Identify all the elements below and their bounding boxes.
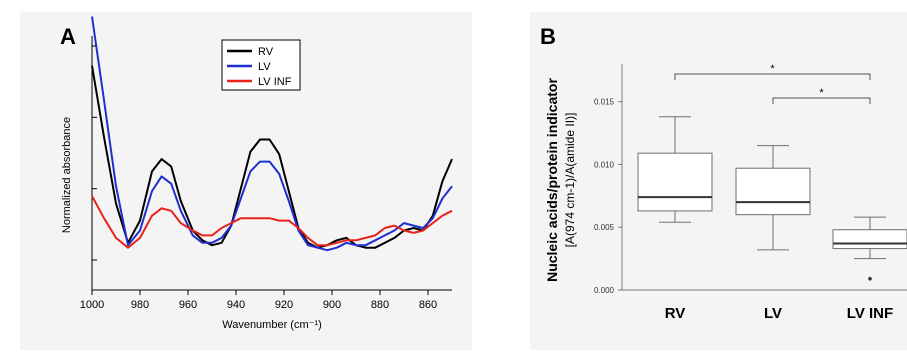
panel-a-y-axis-label: Normalized absorbance — [61, 117, 73, 233]
panel-b-bracket-line — [674, 73, 871, 80]
panel-a-x-axis-label: Wavenumber (cm⁻¹) — [222, 319, 322, 331]
panel-a-x-tick-label: 1000 — [80, 299, 104, 311]
panel-a-x-tick-label: 920 — [275, 299, 293, 311]
panel-a-x-tick-label: 900 — [323, 299, 341, 311]
panel-b-box-lv — [735, 145, 811, 251]
panel-b-category-label: LV INF — [847, 305, 893, 322]
panel-b-y-axis-label-line2: [A(974 cm-1)/A(amide II)] — [563, 113, 577, 248]
panel-a-x-tick-label: 880 — [371, 299, 389, 311]
panel-b-y-ticks: 0.000 0.005 0.010 0.015 — [594, 98, 622, 295]
panel-b-box-lv-inf — [832, 216, 907, 281]
panel-a-x-ticks: 1000 980 960 940 920 900 880 860 — [80, 290, 437, 311]
panel-b-iqr-box — [832, 229, 907, 250]
panel-b-y-tick-label: 0.015 — [594, 98, 615, 107]
panel-a-legend-label: RV — [258, 46, 274, 58]
panel-b-significance-marker: * — [819, 87, 824, 99]
panel-a-x-tick-label: 940 — [227, 299, 245, 311]
panel-b-letter: B — [540, 24, 556, 49]
panel-a-series-lines — [91, 16, 453, 252]
panel-a-legend: RV LV LV INF — [221, 39, 301, 91]
panel-a-x-tick-label: 980 — [131, 299, 149, 311]
panel-b-y-axis-label-line1: Nucleic acids/protein indicator — [544, 78, 560, 282]
panel-b-outlier-point — [868, 276, 872, 281]
panel-a-legend-label: LV — [258, 61, 271, 73]
panel-b-category-label: LV — [764, 305, 782, 322]
panel-b-y-tick-label: 0.005 — [594, 223, 615, 232]
panel-b-boxes — [637, 116, 907, 281]
panel-b-y-tick-label: 0.010 — [594, 160, 615, 169]
panel-b-box-rv — [637, 116, 713, 223]
panel-a-series-line-lv-inf — [91, 195, 453, 249]
panel-b-category-labels: RV LV LV INF — [665, 305, 893, 322]
panel-a-x-tick-label: 860 — [419, 299, 437, 311]
panel-a-series-line-lv — [91, 16, 453, 252]
panel-b-iqr-box — [735, 167, 811, 216]
panel-b-bracket-line — [772, 97, 871, 104]
panel-b-significance-brackets: ** — [674, 63, 871, 104]
panel-a-spectra-chart: A 1000 980 960 940 920 900 880 860 Wavenumber (… — [20, 12, 472, 350]
panel-b-y-tick-label: 0.000 — [594, 286, 615, 295]
panel-a-legend-label: LV INF — [258, 76, 292, 88]
panel-a-x-tick-label: 960 — [179, 299, 197, 311]
panel-a-axes — [91, 36, 452, 291]
panel-b-significance-marker: * — [770, 63, 775, 75]
panel-b-iqr-box — [637, 152, 713, 212]
panel-a-letter: A — [60, 24, 76, 49]
panel-a-series-line-rv — [91, 65, 453, 249]
panel-b-category-label: RV — [665, 305, 686, 322]
panel-b-background — [530, 12, 907, 350]
panel-b-significance-bracket: * — [772, 87, 871, 104]
panel-b-significance-bracket: * — [674, 63, 871, 80]
